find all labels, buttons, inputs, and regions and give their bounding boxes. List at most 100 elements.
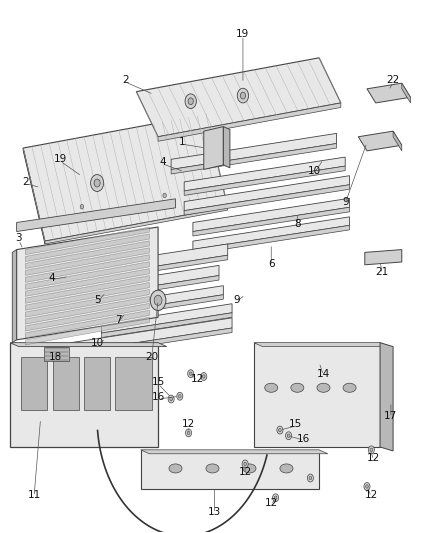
Text: 1: 1 <box>179 138 185 148</box>
Circle shape <box>370 448 373 451</box>
Polygon shape <box>102 304 232 333</box>
Circle shape <box>179 394 181 398</box>
Text: 10: 10 <box>308 166 321 175</box>
Circle shape <box>240 92 246 99</box>
Polygon shape <box>75 265 219 298</box>
Polygon shape <box>25 241 149 269</box>
Ellipse shape <box>169 464 182 473</box>
Text: 12: 12 <box>182 419 195 430</box>
Polygon shape <box>44 346 69 361</box>
Polygon shape <box>71 328 232 357</box>
Text: 22: 22 <box>386 75 400 85</box>
Circle shape <box>201 373 207 381</box>
Text: 18: 18 <box>49 352 63 362</box>
Text: 5: 5 <box>94 295 100 305</box>
Circle shape <box>80 205 84 209</box>
Ellipse shape <box>243 464 256 473</box>
Polygon shape <box>25 269 149 296</box>
Circle shape <box>277 426 283 434</box>
Polygon shape <box>184 176 350 211</box>
Polygon shape <box>62 244 228 280</box>
Text: 19: 19 <box>53 155 67 164</box>
Polygon shape <box>184 166 345 196</box>
Text: 8: 8 <box>294 219 300 229</box>
Polygon shape <box>10 343 158 447</box>
Circle shape <box>309 477 312 480</box>
Circle shape <box>286 432 292 440</box>
Text: 16: 16 <box>297 433 311 443</box>
Bar <box>21 357 47 410</box>
Polygon shape <box>93 286 223 315</box>
Polygon shape <box>365 249 402 265</box>
Polygon shape <box>254 343 380 447</box>
Polygon shape <box>25 227 149 255</box>
Polygon shape <box>12 249 17 343</box>
Polygon shape <box>25 262 149 289</box>
Polygon shape <box>25 289 149 317</box>
Polygon shape <box>358 131 402 151</box>
Polygon shape <box>93 295 223 319</box>
Polygon shape <box>102 313 232 337</box>
Circle shape <box>185 94 196 109</box>
Polygon shape <box>10 343 167 346</box>
Text: 16: 16 <box>152 392 165 402</box>
Polygon shape <box>17 227 158 340</box>
Polygon shape <box>141 450 328 454</box>
Polygon shape <box>158 103 341 141</box>
Bar <box>115 357 152 410</box>
Text: 15: 15 <box>152 377 165 387</box>
Ellipse shape <box>317 383 330 392</box>
Text: 2: 2 <box>22 177 28 187</box>
Circle shape <box>150 290 166 311</box>
Circle shape <box>187 431 190 434</box>
Text: 20: 20 <box>145 352 158 362</box>
Polygon shape <box>204 127 223 169</box>
Polygon shape <box>367 83 410 103</box>
Circle shape <box>202 375 205 378</box>
Text: 11: 11 <box>28 490 41 500</box>
Polygon shape <box>25 296 149 324</box>
Circle shape <box>366 485 368 488</box>
Circle shape <box>364 482 370 490</box>
Text: 19: 19 <box>237 29 250 38</box>
Text: 15: 15 <box>289 419 302 430</box>
Circle shape <box>91 174 104 191</box>
Polygon shape <box>184 185 350 215</box>
Text: 12: 12 <box>367 453 380 463</box>
Polygon shape <box>25 255 149 282</box>
Polygon shape <box>23 114 228 241</box>
Circle shape <box>237 88 249 103</box>
Polygon shape <box>193 225 350 254</box>
Circle shape <box>279 429 281 432</box>
Circle shape <box>272 494 279 502</box>
Polygon shape <box>45 207 228 244</box>
Polygon shape <box>17 199 176 231</box>
Text: 9: 9 <box>342 197 349 207</box>
Circle shape <box>242 460 248 468</box>
Circle shape <box>244 462 247 466</box>
Circle shape <box>177 392 183 400</box>
Circle shape <box>307 474 314 482</box>
Circle shape <box>170 398 173 401</box>
Text: 13: 13 <box>208 507 221 517</box>
Polygon shape <box>141 450 319 489</box>
Polygon shape <box>171 133 336 169</box>
Text: 3: 3 <box>15 233 22 243</box>
Text: 12: 12 <box>365 490 378 500</box>
Circle shape <box>189 372 192 375</box>
Text: 4: 4 <box>48 273 55 283</box>
Polygon shape <box>62 255 228 285</box>
Ellipse shape <box>265 383 278 392</box>
Polygon shape <box>136 58 341 137</box>
Circle shape <box>185 429 191 437</box>
Text: 17: 17 <box>384 411 398 421</box>
Polygon shape <box>171 143 336 174</box>
Text: 10: 10 <box>91 337 104 348</box>
Text: 12: 12 <box>238 467 252 478</box>
Polygon shape <box>23 148 45 244</box>
Text: 7: 7 <box>116 315 122 325</box>
Circle shape <box>188 98 193 104</box>
Polygon shape <box>184 157 345 191</box>
Polygon shape <box>25 248 149 276</box>
Text: 12: 12 <box>265 498 278 508</box>
